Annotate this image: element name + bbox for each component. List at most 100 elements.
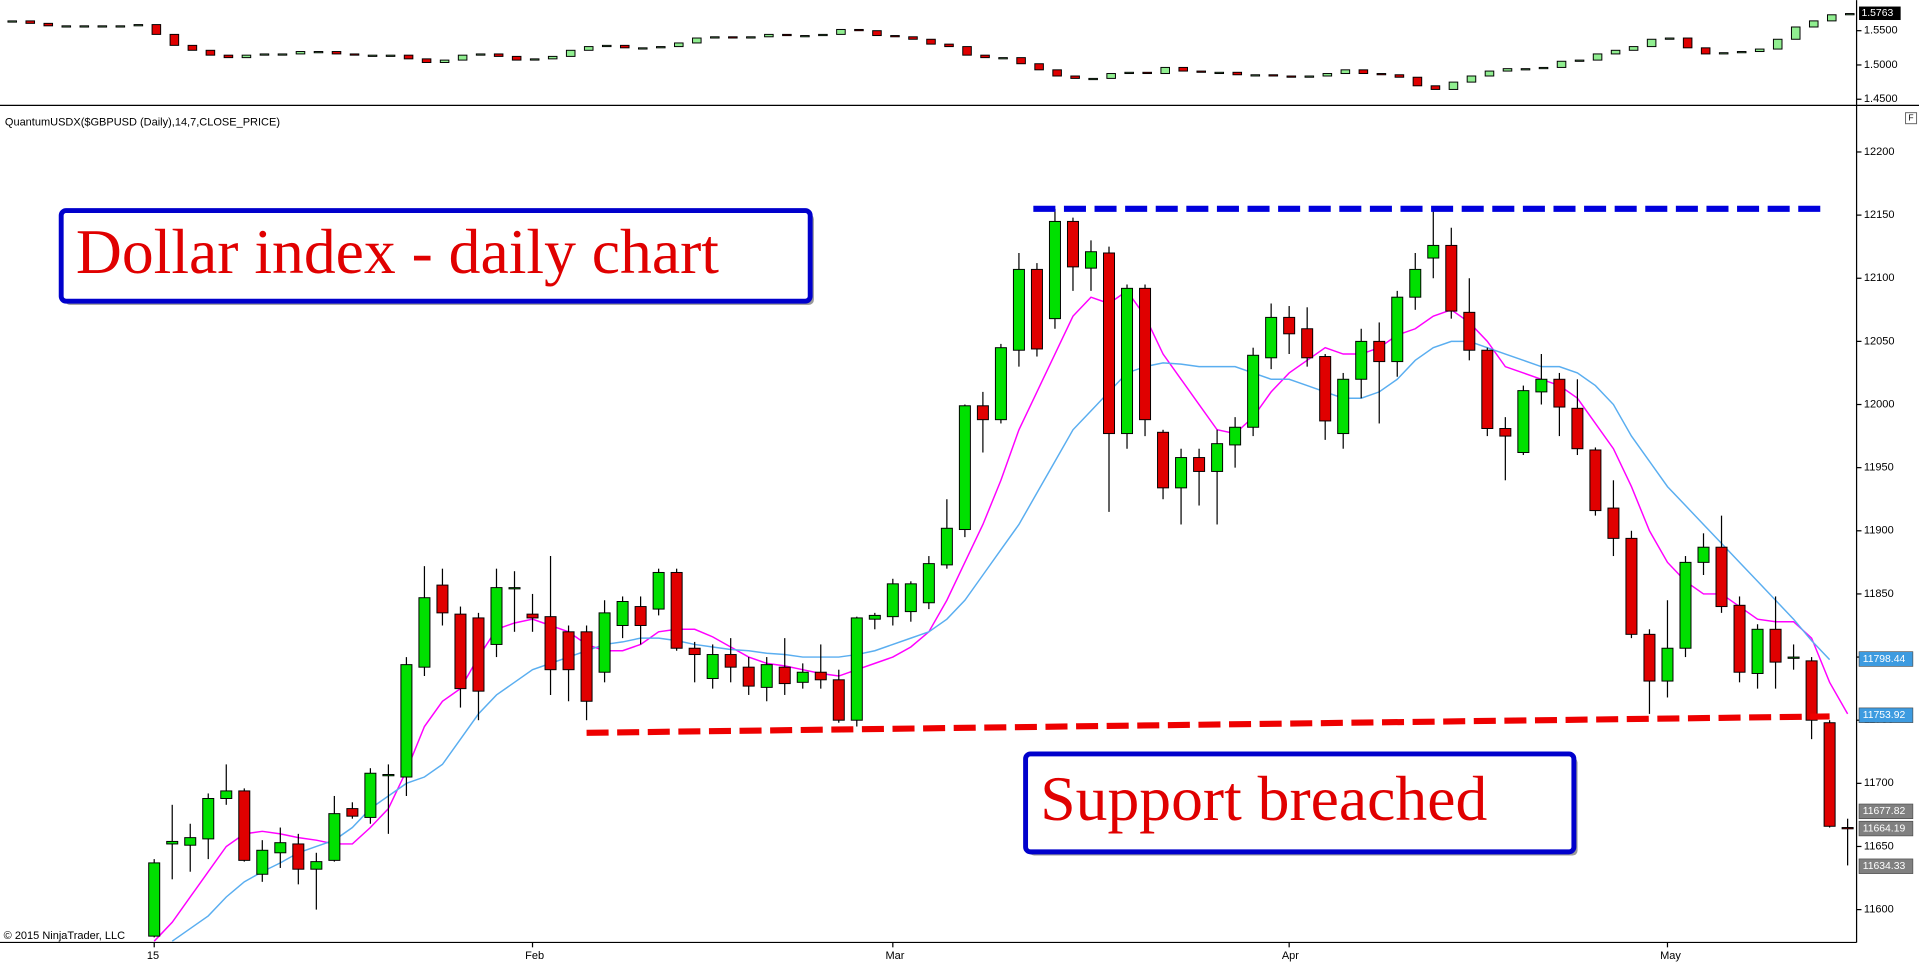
candle-body	[1157, 431, 1170, 489]
candle-body	[868, 614, 881, 620]
candle-body	[1268, 74, 1279, 77]
candle-body	[1553, 378, 1566, 408]
candle-body	[1088, 77, 1098, 81]
candle-body	[580, 631, 593, 702]
candle-body	[1301, 328, 1314, 359]
candle-body	[1790, 26, 1801, 40]
candle-body	[1409, 268, 1422, 298]
candle-body	[1679, 561, 1692, 649]
candle-body	[382, 774, 395, 777]
candle-body	[994, 347, 1007, 421]
candle-body	[670, 571, 683, 649]
candle-body	[187, 44, 198, 51]
moving-average	[153, 289, 1849, 942]
candle-body	[25, 20, 36, 24]
candle-body	[1754, 48, 1765, 53]
candle-body	[79, 25, 90, 28]
y-tick-label: 1.4500	[1864, 93, 1898, 105]
candle-body	[1247, 354, 1260, 428]
y-tick-label: 12200	[1864, 146, 1895, 158]
y-tick-label: 12150	[1864, 209, 1895, 221]
candle-body	[274, 842, 287, 854]
candle-body	[1034, 63, 1044, 71]
candle-body	[385, 54, 396, 57]
candle-body	[962, 46, 972, 56]
candle-body	[97, 25, 108, 28]
candle-body	[529, 58, 540, 61]
candle-body	[220, 790, 233, 799]
candle-body	[814, 671, 827, 681]
candle-body	[295, 51, 306, 55]
candle-body	[1445, 244, 1458, 312]
candle-body	[277, 53, 288, 56]
candle-body	[1283, 316, 1296, 335]
candle-body	[205, 49, 216, 56]
candle-body	[980, 54, 990, 59]
candle-body	[1139, 287, 1152, 421]
candle-body	[908, 36, 918, 40]
candle-body	[1484, 70, 1495, 77]
candle-body	[944, 43, 954, 48]
y-tick-label: 11600	[1864, 904, 1894, 916]
candle-body	[1607, 507, 1620, 539]
candle-body	[1124, 71, 1134, 75]
candle-body	[1772, 38, 1783, 50]
candle-body	[1535, 378, 1548, 393]
level-line	[586, 713, 1830, 736]
candle-body	[7, 20, 18, 23]
candle-body	[1358, 69, 1369, 75]
candle-body	[1175, 457, 1188, 489]
candle-body	[169, 33, 180, 46]
candle-body	[1466, 75, 1477, 83]
price-marker-label: 11634.33	[1863, 861, 1906, 872]
candle-body	[724, 654, 737, 668]
candle-body	[1841, 827, 1854, 830]
candle-body	[418, 597, 431, 668]
panel-button-label[interactable]: F	[1908, 112, 1913, 122]
candle-body	[457, 54, 468, 61]
panel-button[interactable]	[1905, 112, 1918, 125]
candle-body	[475, 53, 486, 56]
candle-body	[1340, 69, 1351, 75]
candle-body	[601, 44, 612, 48]
candle-body	[742, 666, 755, 687]
price-marker	[1858, 858, 1914, 874]
candle-body	[1142, 71, 1152, 75]
candle-body	[1265, 316, 1278, 359]
candle-body	[922, 563, 935, 604]
candle-body	[1682, 37, 1693, 49]
candle-body	[115, 25, 126, 28]
candle-body	[1319, 356, 1332, 422]
y-tick-label: 11950	[1864, 462, 1894, 474]
candle-body	[1232, 71, 1243, 76]
y-tick-label: 1.5500	[1864, 25, 1898, 37]
candle-body	[778, 666, 791, 685]
candle-body	[1121, 287, 1134, 435]
candle-body	[1718, 52, 1729, 55]
candle-body	[439, 59, 450, 63]
candle-body	[1700, 47, 1711, 55]
candle-body	[1337, 378, 1350, 435]
candle-body	[1048, 220, 1061, 320]
candle-body	[1106, 73, 1116, 79]
y-tick-label: 11700	[1864, 777, 1894, 789]
candle-body	[692, 37, 702, 44]
candle-body	[292, 843, 305, 870]
y-tick-label: 11850	[1864, 588, 1894, 600]
candle-body	[1697, 546, 1710, 563]
candle-body	[1574, 59, 1585, 62]
candle-body	[746, 36, 756, 39]
candle-body	[958, 405, 971, 531]
candle-body	[1448, 81, 1459, 90]
candle-body	[728, 36, 738, 39]
price-marker	[1858, 803, 1914, 819]
candle-body	[637, 47, 648, 50]
candle-body	[184, 837, 197, 846]
candle-body	[547, 55, 558, 60]
y-tick-label: 12000	[1864, 398, 1895, 410]
candle-body	[166, 840, 179, 845]
candle-body	[1499, 428, 1512, 437]
candle-body	[1715, 546, 1728, 608]
candle-body	[1084, 251, 1097, 269]
candle-body	[223, 54, 234, 59]
